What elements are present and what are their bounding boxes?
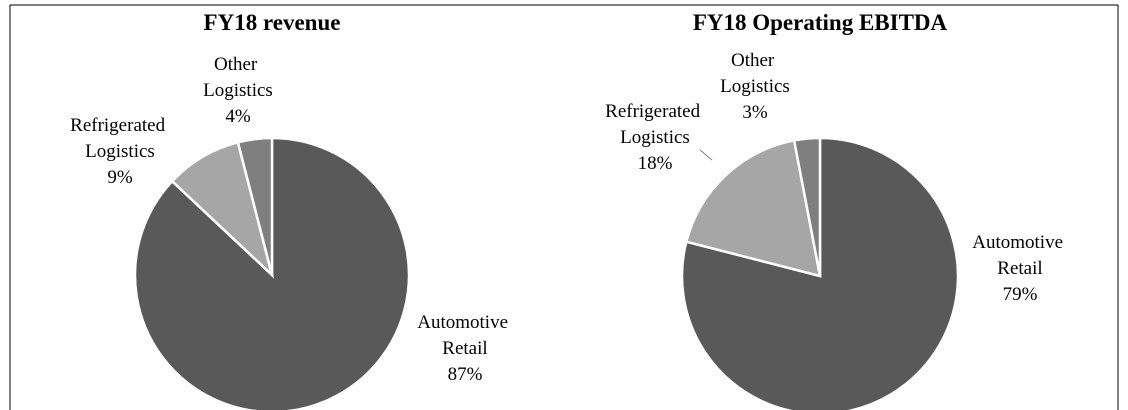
- slice-label: Refrigerated Logistics: [605, 101, 705, 148]
- label-line: Other: [214, 54, 262, 75]
- label-line: Logistics: [720, 76, 790, 97]
- slice-label: Other Logistics: [203, 54, 273, 101]
- label-line: Retail: [442, 338, 487, 359]
- value-label: 3%: [742, 102, 768, 123]
- leader-line: [699, 149, 713, 161]
- chart-title: FY18 revenue: [204, 10, 341, 35]
- value-label: 87%: [448, 364, 483, 385]
- pie-slice: [684, 138, 822, 278]
- label-line: Automotive: [417, 312, 513, 333]
- value-label: 9%: [107, 167, 133, 188]
- value-label: 79%: [1003, 284, 1038, 305]
- value-label: 4%: [225, 106, 251, 127]
- label-line: Other: [731, 50, 779, 71]
- slice-label: Other Logistics: [720, 50, 790, 97]
- label-line: Refrigerated: [70, 115, 170, 136]
- pie-slice: [236, 136, 274, 276]
- label-line: Refrigerated: [605, 101, 705, 122]
- slice-label: Refrigerated Logistics: [70, 115, 170, 162]
- chart-title: FY18 Operating EBITDA: [693, 10, 948, 35]
- slice-label: Automotive Retail: [972, 232, 1068, 279]
- pie-slice: [792, 136, 822, 277]
- slice-label: Automotive Retail: [417, 312, 513, 359]
- label-line: Automotive: [972, 232, 1068, 253]
- value-label: 18%: [638, 153, 673, 174]
- label-line: Logistics: [85, 141, 155, 162]
- label-line: Logistics: [620, 127, 690, 148]
- label-line: Retail: [997, 258, 1042, 279]
- label-line: Logistics: [203, 80, 273, 101]
